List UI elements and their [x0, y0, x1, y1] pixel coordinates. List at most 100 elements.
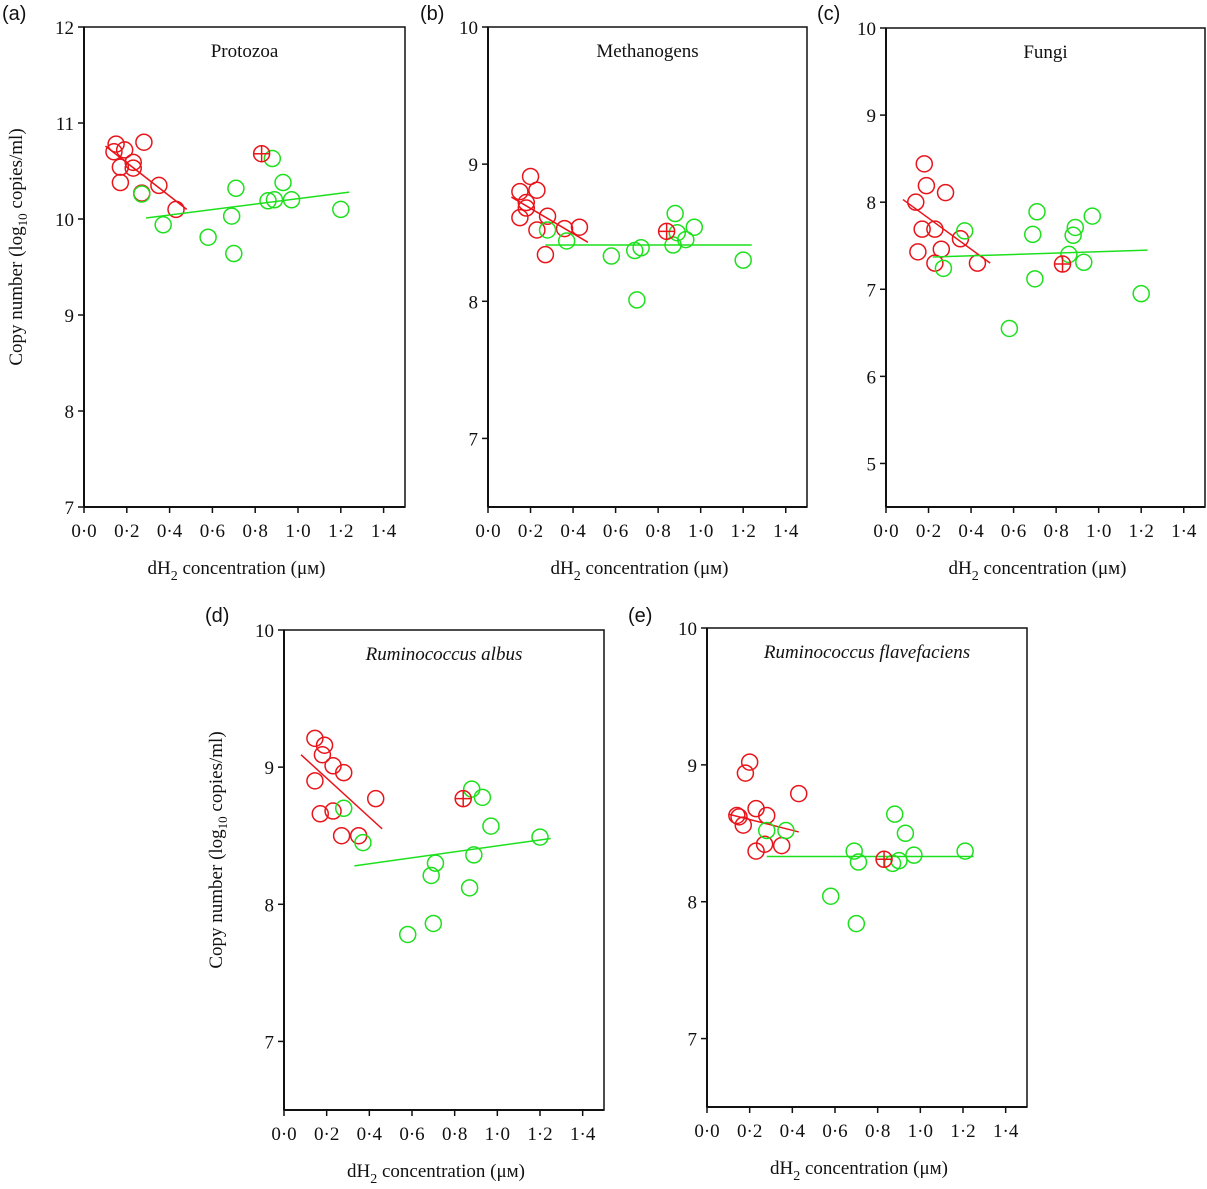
red-data-point	[936, 183, 955, 202]
y-axis-title: Copy number (log10 copies/ml)	[206, 731, 230, 968]
red-data-point	[366, 789, 385, 808]
green-data-point	[896, 824, 915, 843]
red-data-point	[915, 155, 934, 173]
outlier-marker	[252, 144, 271, 163]
x-axis-title-main: dH	[551, 558, 575, 579]
green-data-point	[557, 232, 576, 250]
x-tick-label: 1·4	[570, 1124, 596, 1145]
panel-a: (a) Protozoa 7 8 9 10 11 12 0·0 0·2 0·4 0·6 0·8 1·0 1·…	[2, 3, 406, 584]
x-tick-label: 0·6	[399, 1124, 424, 1145]
y-tick-label: 8	[688, 893, 698, 914]
x-tick-label: 1·4	[773, 521, 799, 542]
green-data-point	[1064, 226, 1082, 245]
green-data-point	[426, 854, 445, 872]
x-tick-label: 0·4	[157, 521, 183, 542]
x-tick-label: 0·8	[865, 1121, 890, 1142]
green-data-point	[263, 149, 282, 168]
x-axis-title: dH2 concentration (μм)	[551, 558, 729, 584]
red-data-point	[511, 182, 529, 201]
x-tick-label: 0·4	[780, 1121, 806, 1142]
red-data-point	[517, 199, 536, 217]
x-axis-title-rest: concentration (μм)	[800, 1158, 948, 1179]
red-data-point	[536, 245, 555, 264]
red-data-point	[517, 193, 536, 212]
red-data-point	[757, 806, 776, 825]
red-data-point	[736, 764, 755, 782]
panel-title: Ruminococcus flavefaciens	[763, 642, 970, 663]
red-data-point	[528, 181, 546, 199]
green-data-point	[666, 204, 684, 223]
red-regression-line	[300, 754, 383, 830]
x-tick-label: 0·0	[475, 521, 500, 542]
green-regression-line	[145, 191, 350, 219]
x-axis-title-rest: concentration (μм)	[979, 558, 1127, 579]
green-data-point	[199, 228, 217, 246]
y-tick-label: 11	[56, 114, 74, 135]
x-axis-title-main: dH	[148, 558, 172, 579]
green-data-point	[777, 821, 795, 840]
x-tick-label: 0·6	[822, 1121, 847, 1142]
green-data-point	[734, 251, 752, 269]
x-tick-label: 0·8	[243, 521, 268, 542]
red-data-point	[115, 141, 134, 159]
red-data-point	[105, 143, 123, 161]
red-regression-line	[104, 145, 188, 210]
green-data-point	[847, 914, 866, 933]
x-tick-label: 0·0	[694, 1121, 719, 1142]
green-data-point	[1028, 203, 1046, 221]
green-data-point	[424, 914, 443, 933]
x-tick-label: 1·2	[328, 521, 353, 542]
plot-frame	[83, 26, 406, 508]
y-tick-label: 8	[265, 895, 275, 916]
panel-label: (b)	[420, 3, 444, 25]
green-data-point	[1083, 207, 1102, 225]
panel-title: Ruminococcus albus	[365, 644, 523, 665]
x-tick-label: 0·2	[314, 1124, 339, 1145]
green-data-point	[934, 259, 953, 278]
x-axis-title-subscript: 2	[972, 569, 979, 584]
green-data-point	[354, 833, 372, 852]
y-axis-title-subscript: 10	[215, 816, 230, 829]
green-data-point	[422, 866, 440, 885]
x-axis-title-main: dH	[347, 1161, 371, 1182]
green-data-point	[1132, 284, 1150, 303]
red-data-point	[311, 805, 330, 823]
y-axis-title-main: Copy number (log	[206, 829, 227, 969]
y-tick-label: 10	[55, 210, 74, 231]
panel-e: (e) Ruminococcus flavefaciens 7 8 9 10 0·0 0·2 0…	[628, 605, 1028, 1184]
red-data-point	[728, 806, 746, 825]
red-data-point	[926, 254, 944, 272]
plot-frame	[885, 27, 1206, 508]
x-tick-label: 0·4	[958, 521, 984, 542]
x-tick-label: 1·2	[1129, 521, 1154, 542]
x-tick-label: 0·2	[916, 521, 941, 542]
x-tick-label: 0·0	[71, 521, 96, 542]
green-data-point	[885, 805, 904, 823]
green-data-point	[154, 216, 172, 234]
y-tick-label: 7	[265, 1032, 275, 1053]
red-data-point	[332, 826, 351, 845]
red-data-point	[124, 153, 142, 172]
green-data-point	[1026, 270, 1044, 288]
green-data-point	[274, 173, 292, 192]
red-data-point	[313, 746, 332, 764]
green-data-point	[282, 191, 301, 209]
panel-label: (a)	[2, 3, 26, 25]
green-data-point	[1075, 253, 1093, 272]
panel-title: Fungi	[1023, 42, 1067, 63]
x-tick-label: 1·0	[908, 1121, 933, 1142]
x-tick-label: 0·4	[357, 1124, 383, 1145]
x-axis-title: dH2 concentration (μм)	[949, 558, 1127, 584]
y-tick-label: 9	[469, 155, 479, 176]
red-data-point	[538, 207, 557, 226]
x-tick-label: 0·0	[873, 521, 898, 542]
x-tick-label: 0·2	[114, 521, 139, 542]
green-data-point	[1066, 218, 1085, 237]
red-data-point	[107, 135, 125, 153]
red-data-point	[789, 784, 808, 803]
plot-frame	[283, 629, 605, 1111]
green-data-point	[531, 828, 549, 846]
x-tick-label: 0·0	[271, 1124, 296, 1145]
y-tick-label: 7	[688, 1030, 698, 1051]
green-data-point	[757, 821, 776, 840]
